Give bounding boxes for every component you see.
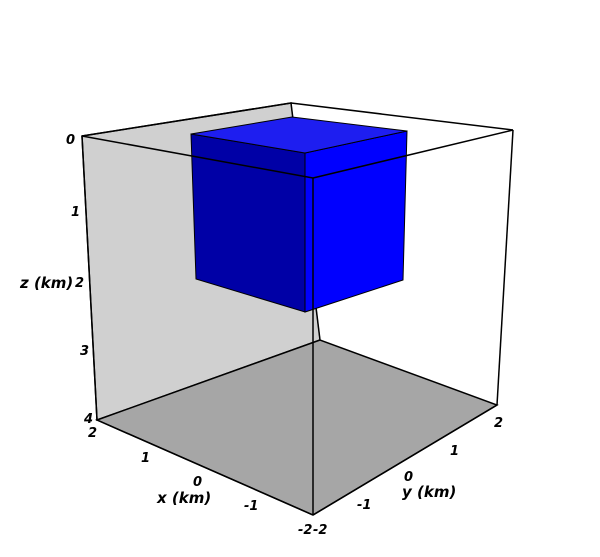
- y-tick-minus1: -1: [357, 498, 371, 513]
- cube-top-face: [190, 116, 408, 154]
- right-vertical-edge: [496, 129, 514, 406]
- x-tick-0: 0: [193, 475, 202, 490]
- y-tick-2: 2: [494, 416, 503, 431]
- x-tick-1: 1: [141, 451, 150, 466]
- top-front-right-edge: [312, 129, 514, 179]
- cube-right-face: [304, 130, 408, 313]
- y-tick-minus2: -2: [313, 523, 327, 538]
- z-tick-3: 3: [80, 344, 89, 359]
- z-axis-label: z (km): [19, 274, 73, 292]
- top-back-left-edge: [81, 102, 292, 137]
- z-tick-4: 4: [83, 412, 93, 427]
- x-axis-label: x (km): [156, 489, 211, 507]
- bottom-front-left-edge: [96, 419, 314, 516]
- top-front-left-edge: [81, 135, 314, 179]
- y-tick-0: 0: [404, 470, 413, 485]
- z-tick-1: 1: [71, 205, 80, 220]
- x-tick-minus1: -1: [244, 499, 258, 514]
- x-tick-minus2: -2: [298, 523, 312, 538]
- top-back-right-edge: [290, 102, 514, 131]
- z-tick-0: 0: [66, 133, 75, 148]
- y-tick-1: 1: [450, 444, 459, 459]
- z-tick-2: 2: [75, 276, 84, 291]
- left-vertical-edge: [81, 135, 98, 421]
- bottom-front-right-edge: [312, 404, 498, 516]
- y-axis-label: y (km): [402, 483, 456, 501]
- x-tick-2: 2: [88, 426, 97, 441]
